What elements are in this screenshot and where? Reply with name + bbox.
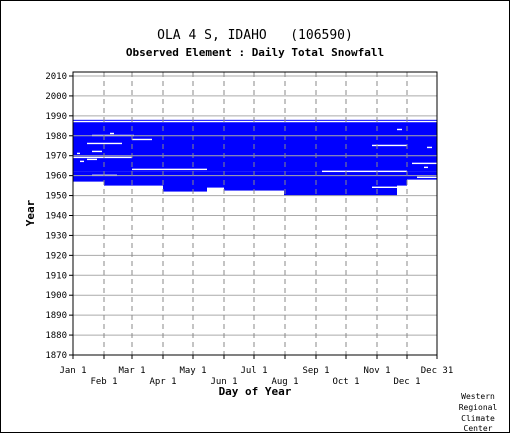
plot-data xyxy=(73,119,437,196)
y-tick-label: 1870 xyxy=(45,351,67,361)
data-gap xyxy=(132,168,207,171)
data-gap xyxy=(372,144,407,147)
plot-border xyxy=(72,71,438,356)
data-gap xyxy=(372,186,397,188)
y-tick-label: 1930 xyxy=(45,231,67,241)
data-coverage-block xyxy=(104,171,163,186)
credit-block: Western Regional Climate Center xyxy=(459,392,498,433)
y-tick-label: 1990 xyxy=(45,112,67,122)
axis-ticks: 2010 2000 1990 1980 1970 1960 1950 1940 1930 1920… xyxy=(45,72,453,387)
data-coverage-block xyxy=(397,171,407,186)
x-tick-label: Dec 31 xyxy=(421,366,454,376)
data-gap xyxy=(110,132,114,135)
data-gap xyxy=(87,142,122,145)
data-gap xyxy=(417,176,437,179)
data-gap xyxy=(132,138,152,141)
x-tick-label: Oct 1 xyxy=(332,377,359,387)
y-axis-label: Year xyxy=(24,199,37,226)
x-tick-label: Nov 1 xyxy=(363,366,390,376)
credit-line: Center xyxy=(464,424,493,432)
chart-title: OLA 4 S, IDAHO (106590) xyxy=(157,28,353,43)
x-tick-label: Jan 1 xyxy=(59,366,86,376)
data-gap xyxy=(397,128,402,131)
data-gap xyxy=(412,162,437,165)
credit-line: Western xyxy=(461,392,495,401)
data-gap xyxy=(87,158,97,161)
data-gap xyxy=(73,156,132,159)
x-tick-label: Mar 1 xyxy=(118,366,145,376)
y-tick-label: 1970 xyxy=(45,152,67,162)
y-tick-label: 1910 xyxy=(45,271,67,281)
y-tick-label: 2010 xyxy=(45,72,67,82)
x-tick-label: Dec 1 xyxy=(393,377,420,387)
y-tick-label: 1960 xyxy=(45,172,67,182)
x-tick-label: Jul 1 xyxy=(240,366,267,376)
y-tick-label: 1920 xyxy=(45,251,67,261)
data-coverage-block xyxy=(284,171,397,196)
data-coverage-block xyxy=(163,171,207,192)
y-tick-label: 1880 xyxy=(45,331,67,341)
x-tick-label: Feb 1 xyxy=(90,377,117,387)
credit-line: Regional xyxy=(459,403,498,412)
x-tick-label: Apr 1 xyxy=(149,377,176,387)
x-tick-label: May 1 xyxy=(179,366,206,376)
x-tick-label: Aug 1 xyxy=(271,377,298,387)
y-tick-label: 1950 xyxy=(45,192,67,202)
y-tick-label: 1900 xyxy=(45,291,67,301)
x-tick-label: Jun 1 xyxy=(210,377,237,387)
y-tick-label: 1890 xyxy=(45,311,67,321)
y-tick-label: 1940 xyxy=(45,211,67,221)
y-tick-label: 2000 xyxy=(45,92,67,102)
data-coverage-block xyxy=(207,171,224,188)
x-tick-label: Sep 1 xyxy=(302,366,329,376)
data-coverage-block xyxy=(73,171,104,182)
data-gap xyxy=(322,170,407,173)
chart-subtitle: Observed Element : Daily Total Snowfall xyxy=(126,46,384,59)
data-gap xyxy=(92,150,102,153)
data-gap xyxy=(80,160,84,163)
data-gap xyxy=(77,152,80,155)
data-gap xyxy=(424,166,428,169)
grid-lines xyxy=(73,72,437,356)
data-gap xyxy=(427,146,432,149)
credit-line: Climate xyxy=(461,414,495,423)
data-gap xyxy=(207,190,284,192)
y-tick-label: 1980 xyxy=(45,132,67,142)
x-axis-label: Day of Year xyxy=(219,385,292,398)
data-gap xyxy=(73,120,437,123)
